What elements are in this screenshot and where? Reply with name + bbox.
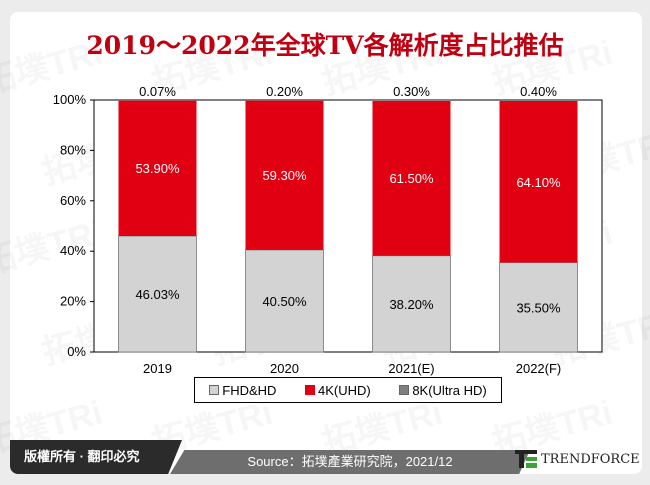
brand-logo: TRENDFORCE bbox=[515, 444, 642, 474]
legend-item-4k: 4K(UHD) bbox=[305, 383, 371, 398]
y-tick-label: 80% bbox=[60, 142, 86, 157]
data-label: 40.50% bbox=[262, 294, 307, 309]
y-tick-label: 40% bbox=[60, 243, 86, 258]
data-label: 59.30% bbox=[262, 168, 307, 183]
legend: FHD&HD 4K(UHD) 8K(Ultra HD) bbox=[194, 377, 502, 403]
data-label: 38.20% bbox=[389, 297, 434, 312]
data-label: 46.03% bbox=[135, 287, 180, 302]
legend-label: FHD&HD bbox=[222, 382, 277, 398]
data-label: 64.10% bbox=[516, 175, 561, 190]
trendforce-logo-icon bbox=[515, 450, 537, 468]
data-label: 0.30% bbox=[393, 84, 430, 99]
y-tick-label: 20% bbox=[60, 294, 86, 309]
copyright-notice: 版權所有 · 翻印必究 bbox=[10, 440, 182, 474]
data-label: 0.40% bbox=[520, 84, 557, 99]
legend-label: 8K(Ultra HD) bbox=[412, 382, 487, 398]
data-label: 35.50% bbox=[516, 300, 561, 315]
bar-FHD&HD bbox=[245, 249, 324, 353]
data-label: 61.50% bbox=[389, 171, 434, 186]
legend-item-8k: 8K(Ultra HD) bbox=[399, 382, 487, 398]
legend-swatch bbox=[209, 385, 220, 395]
y-tick-label: 100% bbox=[53, 92, 87, 107]
legend-label: 4K(UHD) bbox=[318, 382, 371, 398]
footer: 版權所有 · 翻印必究 Source：拓墣產業研究院，2021/12 TREND… bbox=[10, 440, 642, 474]
x-tick-label: 2022(F) bbox=[516, 361, 562, 376]
data-label: 0.20% bbox=[266, 84, 303, 99]
bar-FHD&HD bbox=[372, 255, 451, 353]
y-tick-label: 0% bbox=[67, 344, 86, 359]
bar-8K(Ultra HD) bbox=[499, 100, 578, 102]
legend-swatch bbox=[305, 385, 316, 395]
data-label: 53.90% bbox=[135, 161, 180, 176]
legend-swatch bbox=[399, 385, 410, 395]
bar-4K(UHD) bbox=[118, 100, 197, 237]
chart-title: 2019～2022年全球TV各解析度占比推估 bbox=[86, 31, 564, 60]
bar-FHD&HD bbox=[118, 235, 197, 353]
x-tick-label: 2020 bbox=[270, 361, 299, 376]
bar-4K(UHD) bbox=[245, 100, 324, 250]
y-tick-label: 60% bbox=[60, 193, 86, 208]
bar-8K(Ultra HD) bbox=[245, 100, 324, 101]
bar-4K(UHD) bbox=[372, 100, 451, 256]
brand-name: TRENDFORCE bbox=[541, 451, 640, 467]
bar-8K(Ultra HD) bbox=[118, 100, 197, 101]
bar-4K(UHD) bbox=[499, 101, 578, 263]
data-label: 0.07% bbox=[139, 84, 176, 99]
x-tick-label: 2021(E) bbox=[388, 361, 434, 376]
source-note: Source：拓墣產業研究院，2021/12 bbox=[170, 450, 530, 474]
bar-FHD&HD bbox=[499, 262, 578, 353]
bar-8K(Ultra HD) bbox=[372, 100, 451, 101]
x-tick-label: 2019 bbox=[143, 361, 172, 376]
legend-item-fhd: FHD&HD bbox=[209, 383, 276, 398]
